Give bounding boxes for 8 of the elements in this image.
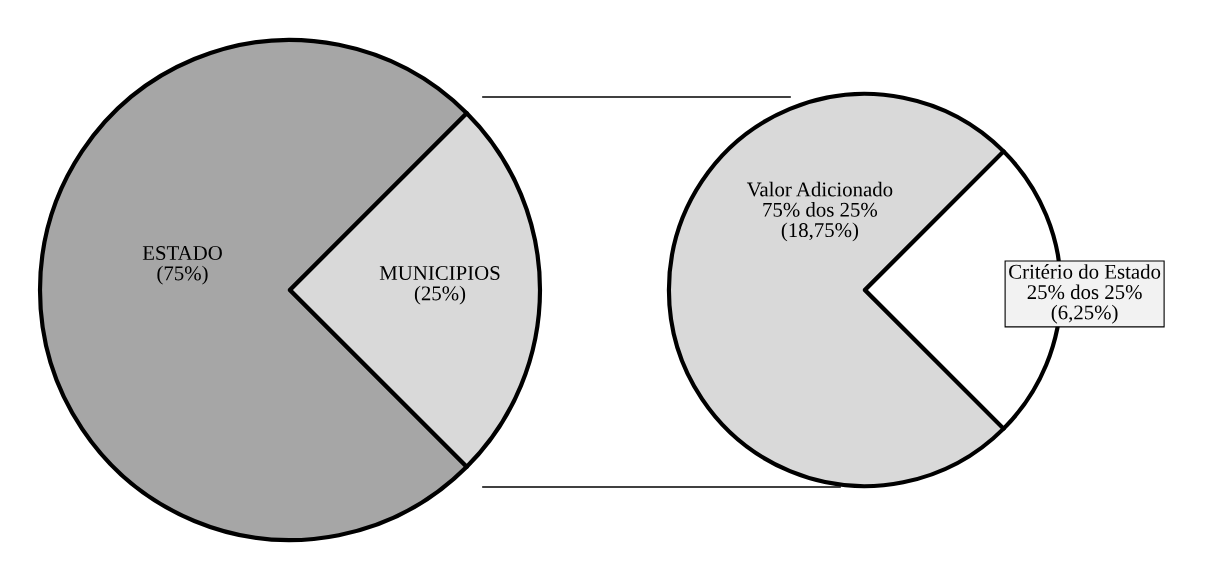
slice-label: ESTADO	[142, 246, 222, 261]
data-label: (75%)	[157, 265, 208, 285]
data-label: 75% dos 25% (18,75%)	[763, 202, 878, 242]
slice-label: Valor Adicionado	[746, 181, 893, 197]
slice-label: MUNICIPIOS	[379, 266, 500, 281]
data-label: (25%)	[414, 285, 466, 305]
data-label: 25% dos 25% (6,25%)	[1027, 284, 1142, 324]
slice-label: Critério do Estado	[1009, 264, 1161, 279]
